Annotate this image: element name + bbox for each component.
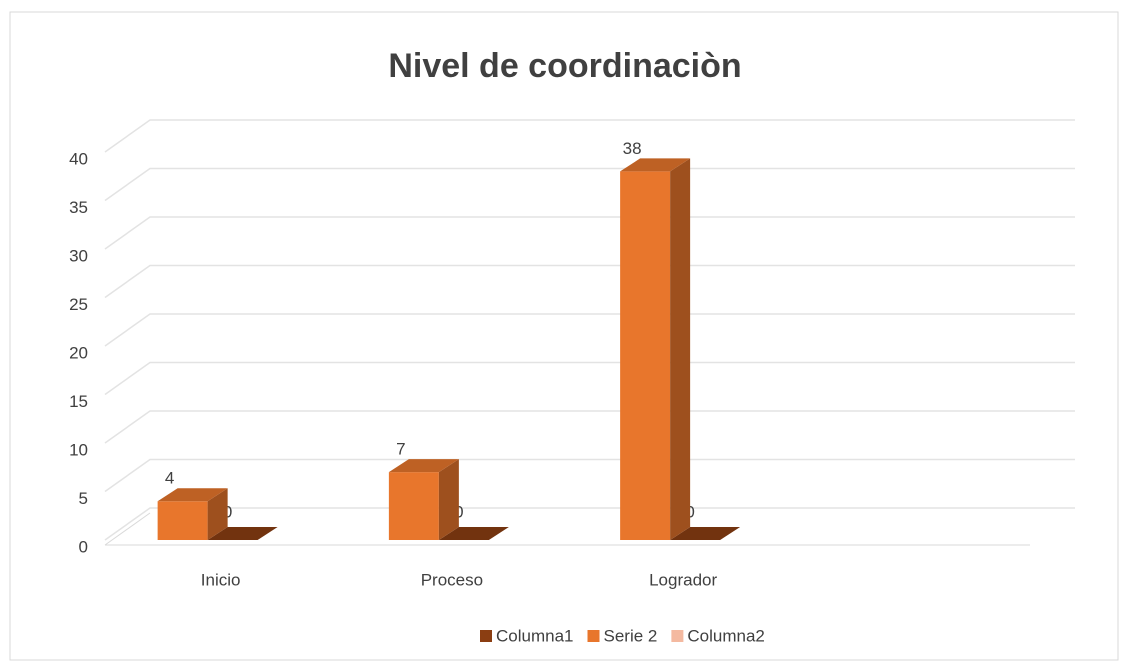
bar-face: [670, 527, 741, 540]
bar-face: [670, 158, 691, 540]
bar: [438, 527, 509, 540]
y-tick-label: 35: [69, 198, 88, 217]
bar-face: [388, 459, 459, 473]
legend-swatch: [671, 630, 684, 642]
bar: [620, 158, 691, 540]
grid-line: [104, 361, 1075, 396]
grid-line: [104, 119, 1075, 153]
bar: [157, 488, 228, 540]
bar: [207, 527, 278, 540]
grid-line: [104, 313, 1075, 347]
value-label: 7: [396, 440, 405, 459]
grid-line: [104, 410, 1075, 444]
bar: [388, 459, 459, 540]
y-tick-label: 40: [69, 149, 88, 168]
chart-frame: [9, 11, 1119, 661]
grid-line: [104, 264, 1075, 299]
x-tick-label: Inicio: [201, 570, 241, 589]
x-tick-label: Logrador: [649, 570, 717, 589]
y-tick-label: 10: [69, 440, 88, 459]
bar-face: [157, 501, 208, 540]
grid-line: [104, 216, 1075, 250]
y-tick-label: 25: [69, 295, 88, 314]
legend-swatch: [480, 630, 492, 642]
grid-line: [104, 458, 1075, 493]
chart-title: Nivel de coordinaciòn: [388, 47, 741, 85]
legend-swatch: [587, 630, 600, 642]
bar-face: [620, 158, 691, 172]
y-tick-label: 0: [79, 537, 88, 556]
axis-line: [104, 512, 151, 546]
bar-face: [438, 527, 509, 540]
bar-face: [388, 472, 439, 540]
grid-line: [104, 167, 1075, 202]
bar-face: [438, 459, 459, 540]
value-label: 4: [165, 469, 174, 488]
bar-face: [620, 171, 671, 540]
legend-label: Columna2: [687, 626, 765, 645]
legend-label: Columna1: [496, 626, 574, 645]
x-tick-label: Proceso: [421, 570, 483, 589]
grid-line: [104, 507, 1075, 541]
bar: [670, 527, 741, 540]
y-tick-label: 5: [79, 489, 88, 508]
y-tick-label: 20: [69, 343, 88, 362]
y-tick-label: 30: [69, 246, 88, 265]
value-label: 38: [623, 139, 642, 158]
bar-face: [157, 488, 228, 502]
legend-label: Serie 2: [604, 626, 658, 645]
bar-face: [207, 527, 278, 540]
bar-face: [207, 488, 228, 540]
y-tick-label: 15: [69, 392, 88, 411]
